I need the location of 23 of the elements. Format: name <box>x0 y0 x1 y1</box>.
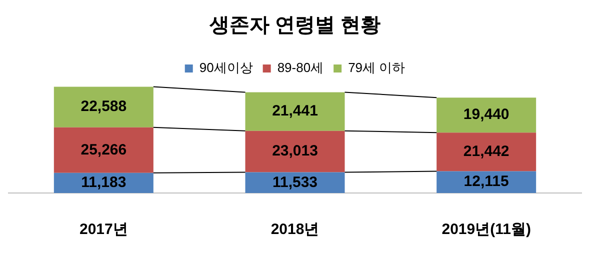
legend-label: 89-80세 <box>277 60 324 76</box>
data-label: 21,442 <box>463 143 510 160</box>
data-label: 11,533 <box>272 174 318 191</box>
bar <box>436 98 536 133</box>
data-label: 11,183 <box>81 174 126 192</box>
data-label: 12,115 <box>464 173 509 190</box>
bar <box>245 92 345 131</box>
data-label: 22,588 <box>80 98 127 116</box>
data-label: 23,013 <box>272 142 318 160</box>
data-label: 25,266 <box>80 141 127 158</box>
legend-label: 90세이상 <box>199 60 253 76</box>
chart-title: 생존자 연령별 현황 <box>208 14 381 37</box>
bar <box>436 132 536 172</box>
data-label: 21,441 <box>272 102 318 120</box>
bar <box>245 130 345 172</box>
data-label: 19,440 <box>463 106 510 124</box>
bar <box>54 127 154 173</box>
x-tick-label: 2019년(11월) <box>442 221 531 238</box>
legend-label: 79세 이하 <box>348 60 406 76</box>
x-tick-label: 2017년 <box>79 221 128 238</box>
x-tick-label: 2018년 <box>270 221 320 238</box>
bar <box>436 171 536 193</box>
bar <box>54 86 154 128</box>
